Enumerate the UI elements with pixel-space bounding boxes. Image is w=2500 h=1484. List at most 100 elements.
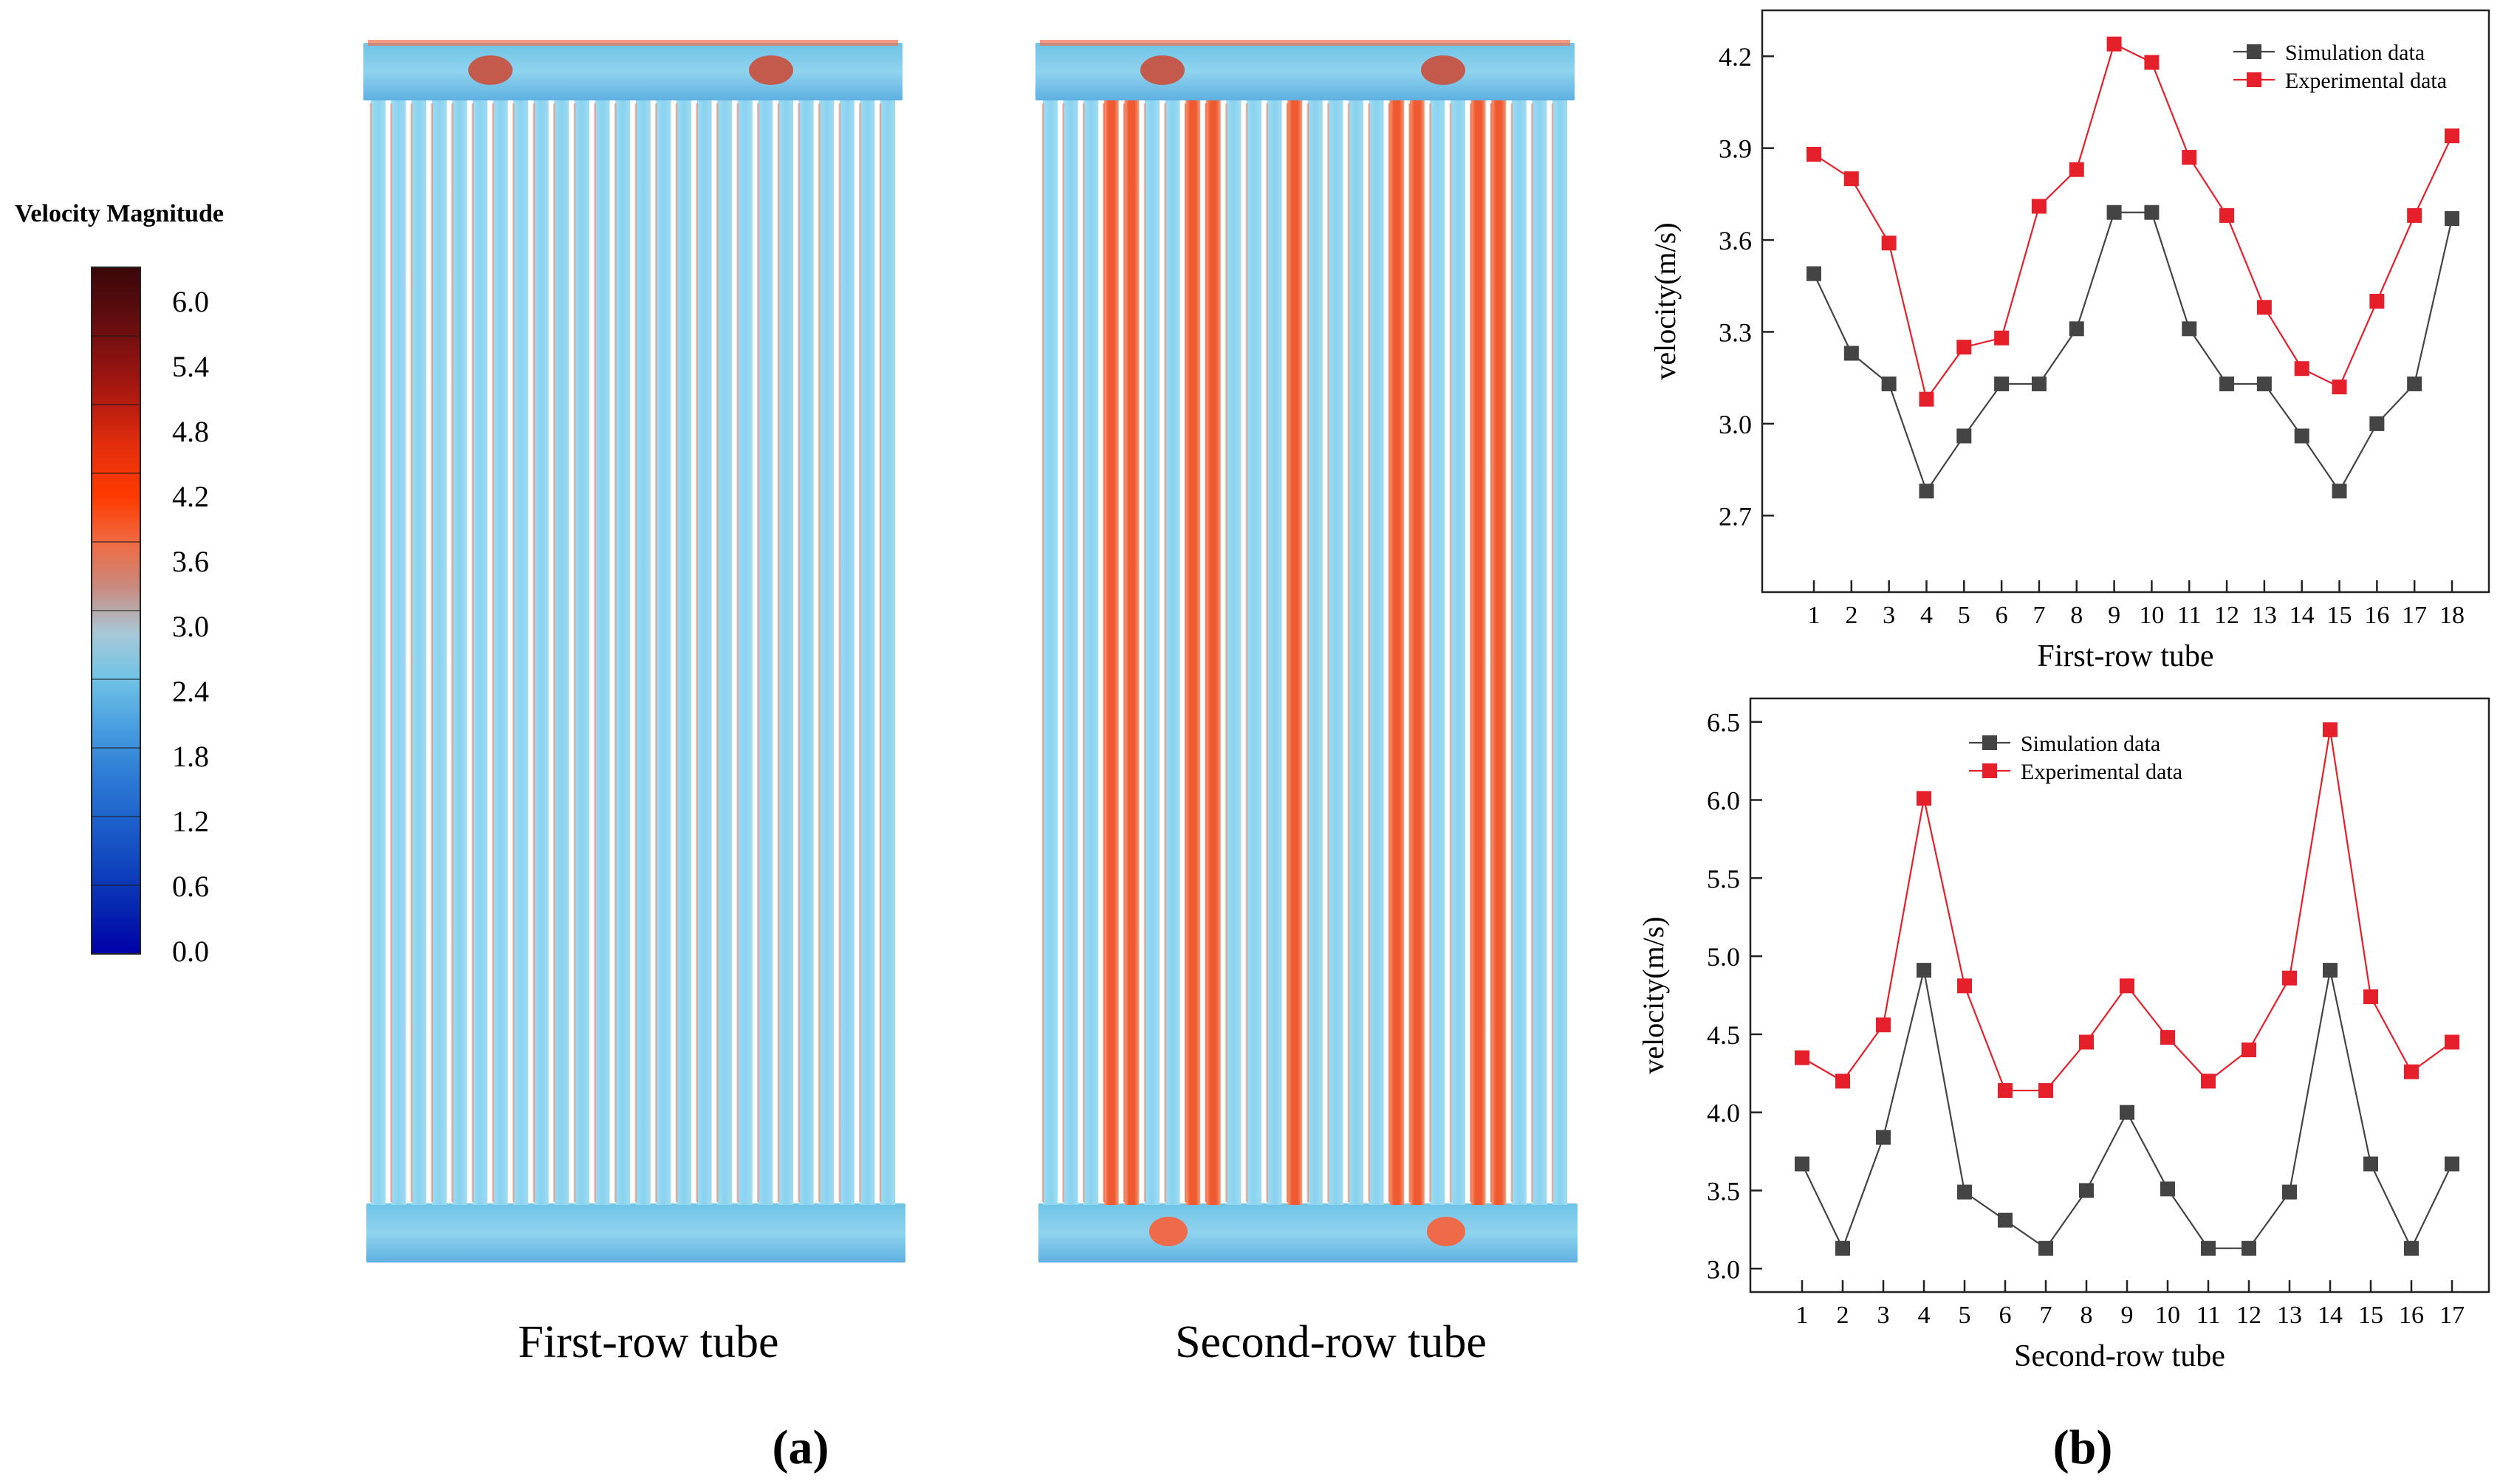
data-point — [1835, 1240, 1850, 1256]
x-tick-label: 14 — [2318, 1302, 2343, 1329]
tube — [737, 100, 753, 1205]
x-tick-label: 5 — [1959, 1302, 1971, 1329]
data-point — [2369, 416, 2385, 431]
legend-label: Experimental data — [2021, 760, 2182, 784]
data-point — [2031, 199, 2047, 214]
contour-second-row — [1035, 40, 1578, 1263]
colorbar: Velocity Magnitude 6.0 5.4 4.8 4.2 3.6 3.0 2.4… — [15, 200, 224, 968]
data-point — [2242, 1240, 2256, 1256]
y-tick-label: 3.0 — [1707, 1254, 1740, 1284]
data-point — [1994, 376, 2010, 391]
data-point — [1835, 1074, 1850, 1089]
tube — [595, 100, 610, 1205]
legend-label: Simulation data — [2285, 41, 2425, 65]
inlet-jet — [468, 55, 513, 85]
data-point — [2069, 162, 2084, 177]
tube — [819, 100, 835, 1205]
y-axis-label: velocity(m/s) — [1637, 916, 1670, 1074]
tube — [615, 100, 631, 1205]
x-tick-label: 2 — [1837, 1302, 1849, 1329]
tube — [1145, 100, 1160, 1205]
x-tick-label: 6 — [1996, 602, 2008, 629]
y-tick-label: 3.5 — [1707, 1176, 1740, 1206]
x-tick-label: 3 — [1883, 602, 1895, 629]
tube — [1511, 100, 1527, 1205]
y-tick-label: 4.2 — [1719, 42, 1752, 72]
x-tick-label: 7 — [2032, 602, 2045, 629]
data-point — [2144, 55, 2160, 70]
data-point — [1917, 963, 1931, 978]
legend-marker — [1982, 763, 1997, 778]
tube — [635, 100, 651, 1205]
x-tick-label: 8 — [2081, 1302, 2093, 1329]
data-point — [2182, 150, 2197, 165]
colorbar-tick-label: 3.0 — [172, 610, 209, 643]
plot-frame — [1761, 9, 2490, 594]
y-tick-label: 4.5 — [1707, 1020, 1740, 1050]
tube — [1328, 100, 1343, 1205]
y-tick-label: 4.0 — [1707, 1099, 1740, 1128]
data-point — [2369, 294, 2385, 309]
x-tick-label: 16 — [2364, 602, 2389, 629]
tube — [1307, 100, 1323, 1205]
tube — [1349, 100, 1363, 1205]
tube — [1165, 100, 1180, 1205]
colorbar-tick-label: 6.0 — [172, 285, 209, 318]
data-point — [2445, 1034, 2459, 1050]
data-point — [2160, 1030, 2175, 1045]
inlet-header-edge — [1040, 40, 1570, 46]
x-tick-label: 15 — [2358, 1302, 2383, 1329]
x-tick-label: 12 — [2236, 1302, 2261, 1329]
x-tick-label: 10 — [2155, 1302, 2180, 1329]
x-tick-label: 10 — [2139, 602, 2164, 629]
tube — [1103, 100, 1119, 1205]
data-point — [2219, 376, 2235, 391]
data-point — [1998, 1083, 2013, 1099]
data-point — [2106, 205, 2122, 220]
y-tick-label: 3.9 — [1719, 134, 1752, 164]
x-tick-label: 16 — [2399, 1302, 2424, 1329]
y-tick-label: 5.0 — [1707, 942, 1740, 972]
colorbar-tick-label: 4.8 — [172, 415, 209, 448]
tube — [411, 100, 427, 1205]
x-tick-label: 13 — [2277, 1302, 2302, 1329]
x-tick-label: 12 — [2214, 602, 2239, 629]
data-point — [2120, 1105, 2134, 1120]
colorbar-tick-label: 0.0 — [172, 935, 209, 968]
x-tick-label: 5 — [1958, 602, 1970, 629]
contour-first-row — [363, 40, 905, 1263]
contour-first-row-title: First-row tube — [518, 1317, 778, 1367]
data-point — [2079, 1183, 2094, 1198]
y-tick-label: 6.0 — [1707, 786, 1740, 816]
inlet-jet — [1140, 55, 1185, 85]
x-tick-label: 3 — [1877, 1302, 1890, 1329]
data-point — [2294, 428, 2309, 444]
x-tick-label: 6 — [1999, 1302, 2012, 1329]
data-point — [2120, 978, 2134, 994]
data-point — [2407, 207, 2422, 223]
plot-frame — [1749, 697, 2490, 1294]
panel-b-label: (b) — [2053, 1421, 2113, 1474]
data-point — [1795, 1156, 1809, 1172]
data-point — [1917, 791, 1931, 806]
tube — [798, 100, 814, 1205]
tube — [1124, 100, 1140, 1205]
tube — [656, 100, 671, 1205]
y-tick-label: 2.7 — [1719, 501, 1752, 531]
data-point — [2282, 1184, 2297, 1200]
data-point — [2332, 484, 2347, 499]
colorbar-tick-labels: 6.0 5.4 4.8 4.2 3.6 3.0 2.4 1.8 1.2 0.6 0.0 — [172, 285, 209, 968]
x-tick-label: 2 — [1845, 602, 1857, 629]
x-axis-label: Second-row tube — [2014, 1339, 2225, 1373]
data-point — [2160, 1181, 2175, 1197]
x-tick-label: 17 — [2439, 1302, 2465, 1329]
series-line — [1813, 211, 2453, 493]
x-tick-label: 11 — [2196, 1302, 2221, 1329]
data-point — [1806, 146, 1821, 162]
colorbar-tick-label: 4.2 — [172, 480, 209, 513]
data-point — [1881, 236, 1897, 251]
data-point — [2144, 205, 2160, 220]
tube — [533, 100, 549, 1205]
data-point — [1876, 1017, 1891, 1033]
data-point — [2407, 376, 2422, 391]
